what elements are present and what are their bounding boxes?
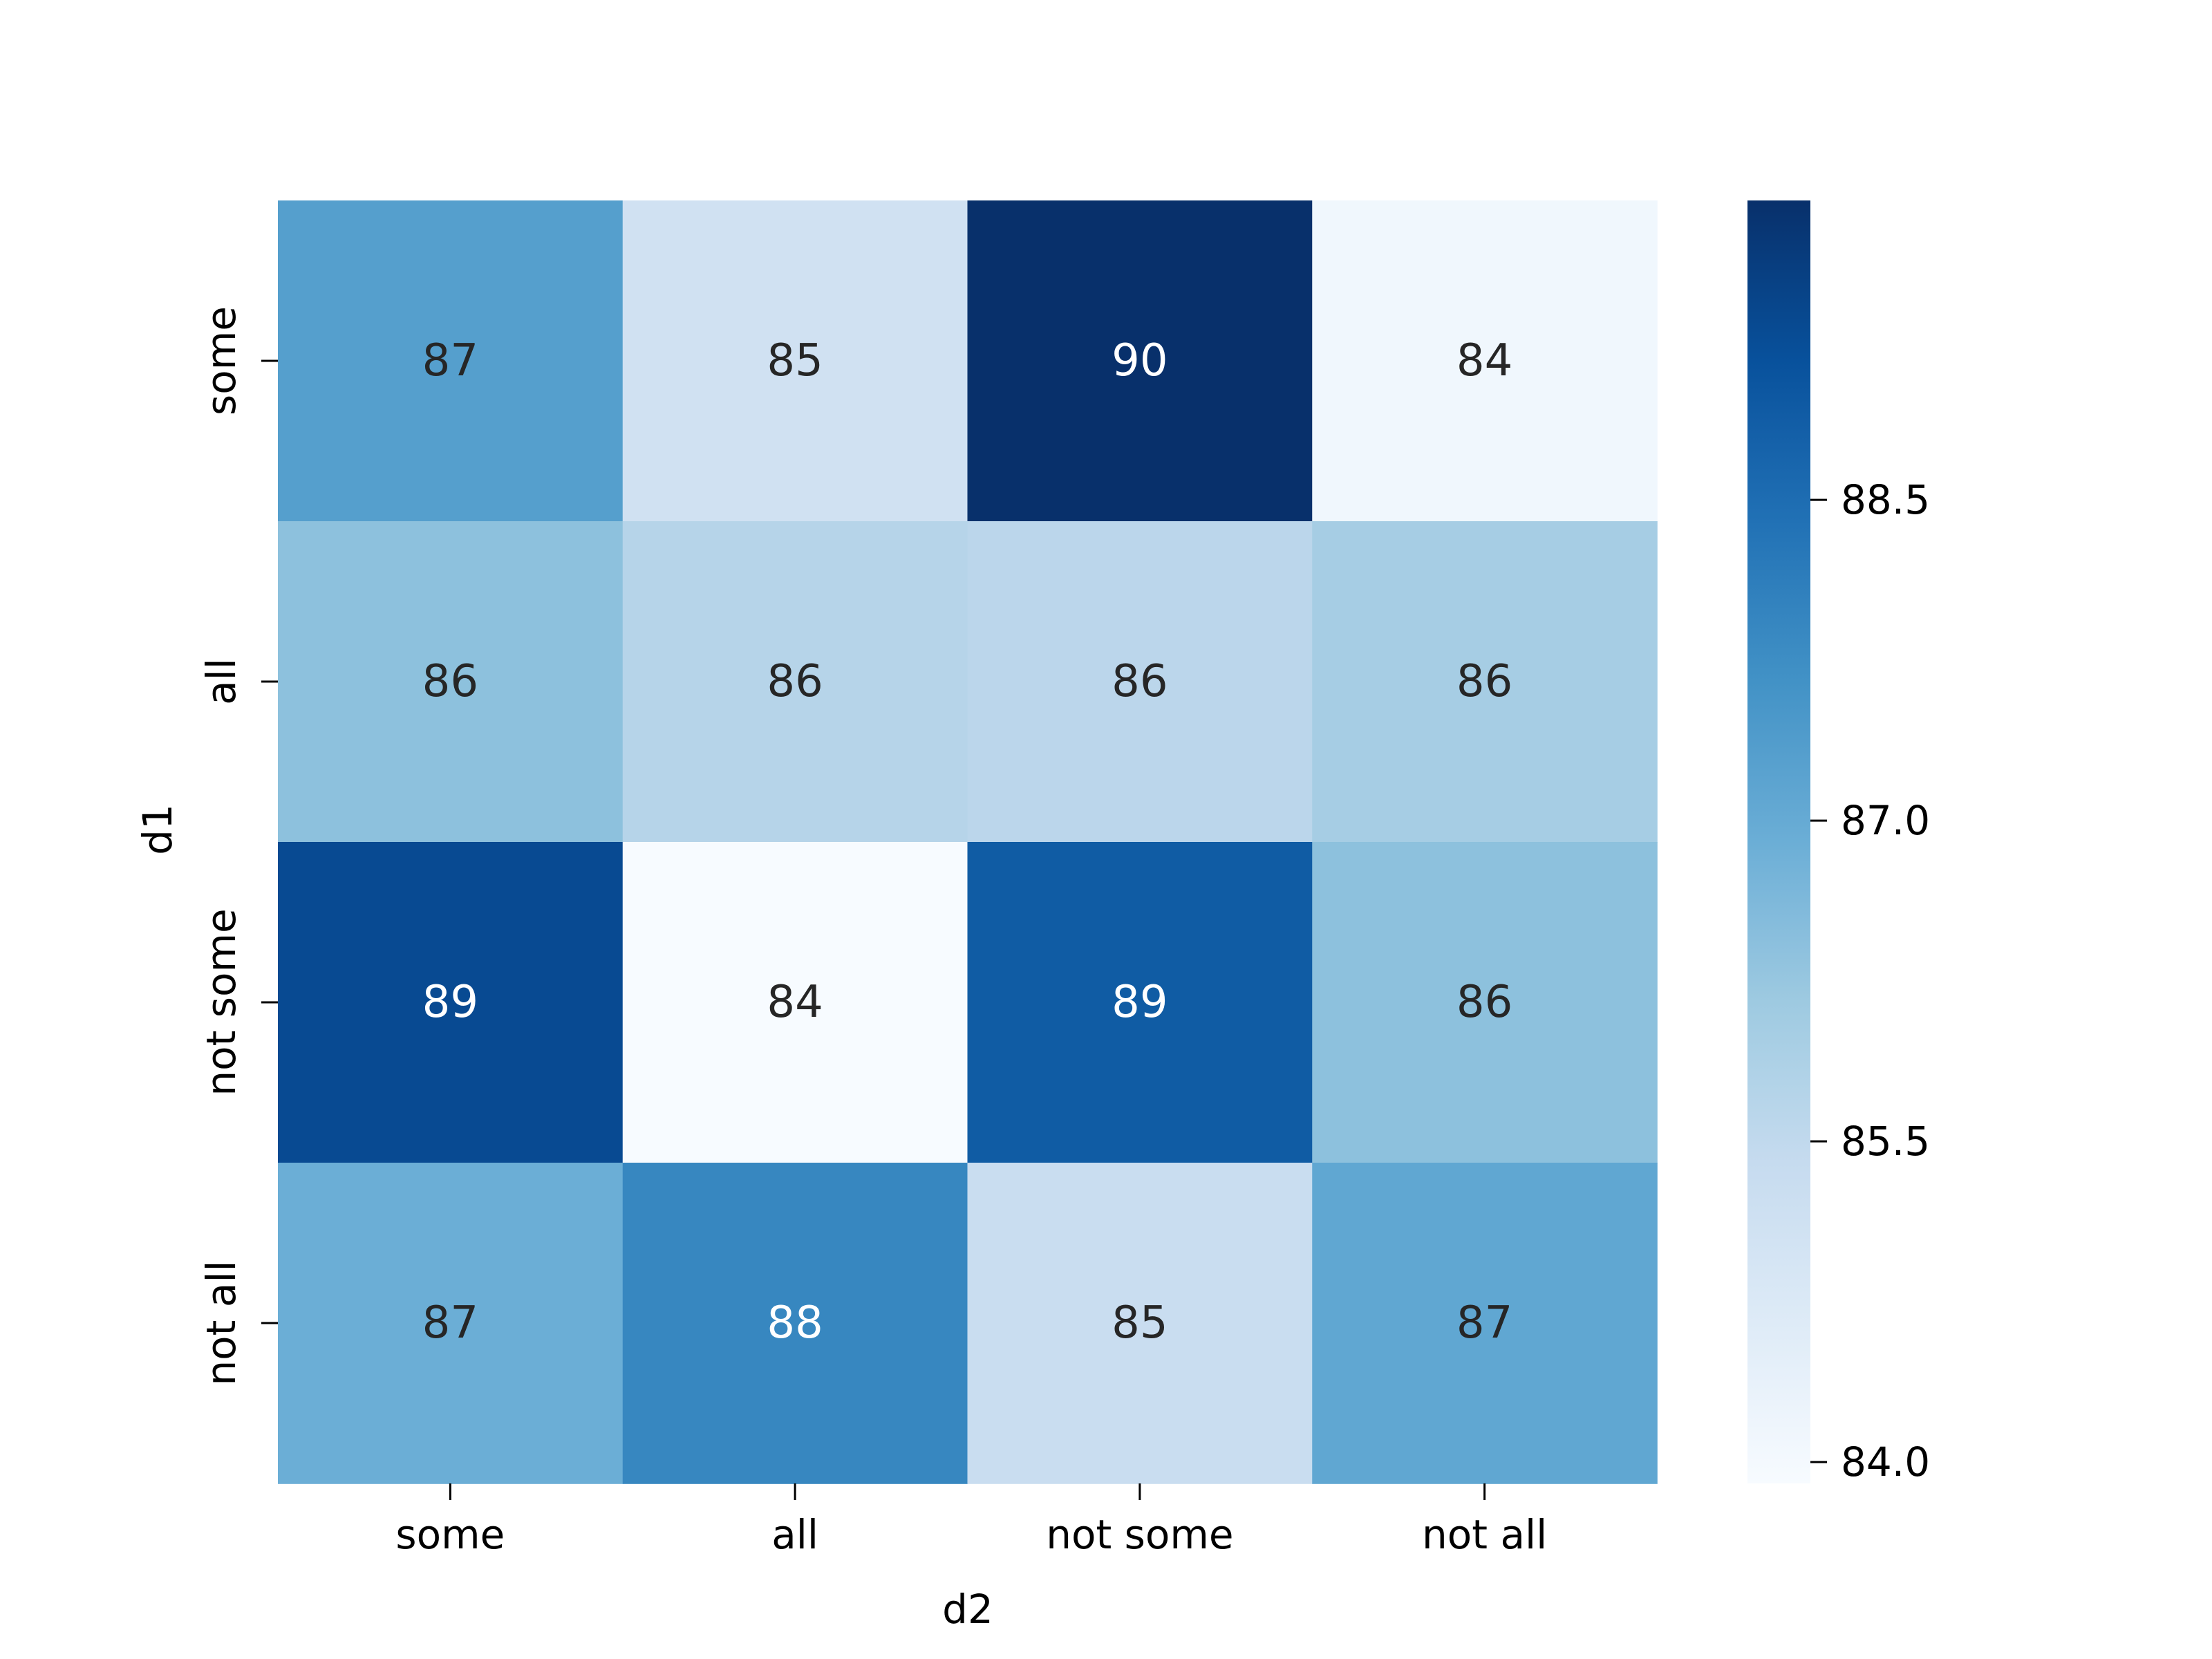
x-axis-label: d2 <box>942 1586 993 1633</box>
cell-value-label: 86 <box>422 656 478 707</box>
heatmap-cell <box>278 521 624 843</box>
heatmap-cell <box>967 1163 1313 1484</box>
x-tick-label: not some <box>1046 1511 1233 1558</box>
heatmap-cell <box>622 1163 968 1484</box>
cell-annotations: 87 85 90 84 86 86 86 86 89 84 89 86 87 88 85 87 <box>422 335 1513 1349</box>
colorbar-tick-label: 85.5 <box>1841 1118 1930 1165</box>
heatmap-cell <box>278 1163 624 1484</box>
heatmap-cell <box>278 200 624 522</box>
cell-value-label: 86 <box>767 656 823 707</box>
heatmap-cell <box>1312 842 1658 1163</box>
cell-value-label: 89 <box>1112 977 1168 1028</box>
x-tick-label: not all <box>1422 1511 1547 1558</box>
colorbar-tick-label: 88.5 <box>1841 476 1930 523</box>
y-tick-label: some <box>198 306 245 415</box>
cell-value-label: 85 <box>1112 1297 1168 1349</box>
colorbar-tick-label: 87.0 <box>1841 797 1930 844</box>
y-tick-label: not some <box>198 908 245 1096</box>
cell-value-label: 86 <box>1456 977 1512 1028</box>
x-tick-label: some <box>395 1511 505 1558</box>
cell-value-label: 87 <box>422 335 478 386</box>
cell-value-label: 87 <box>1456 1297 1512 1349</box>
heatmap-cell <box>967 200 1313 522</box>
colorbar-tick-label: 84.0 <box>1841 1438 1930 1485</box>
colorbar <box>1747 200 1810 1483</box>
heatmap-cell <box>967 842 1313 1163</box>
cell-value-label: 84 <box>767 977 823 1028</box>
colorbar-ticks: 84.0 85.5 87.0 88.5 <box>1810 476 1930 1485</box>
cell-value-label: 84 <box>1456 335 1512 386</box>
heatmap-cell <box>1312 1163 1658 1484</box>
heatmap-cell <box>622 842 968 1163</box>
heatmap-cell <box>622 521 968 843</box>
cell-value-label: 87 <box>422 1297 478 1349</box>
y-tick-label: all <box>198 658 245 705</box>
cell-value-label: 86 <box>1112 656 1168 707</box>
cell-value-label: 90 <box>1112 335 1168 386</box>
heatmap-cells <box>278 200 1658 1484</box>
cell-value-label: 89 <box>422 977 478 1028</box>
heatmap-cell <box>1312 521 1658 843</box>
cell-value-label: 86 <box>1456 656 1512 707</box>
y-axis-ticks: some all not some not all <box>198 306 278 1386</box>
heatmap-cell <box>622 200 968 522</box>
y-tick-label: not all <box>198 1260 245 1385</box>
x-tick-label: all <box>771 1511 818 1558</box>
heatmap-cell <box>967 521 1313 843</box>
cell-value-label: 88 <box>767 1297 823 1349</box>
y-axis-label: d1 <box>134 804 181 855</box>
cell-value-label: 85 <box>767 335 823 386</box>
heatmap-cell <box>1312 200 1658 522</box>
heatmap-cell <box>278 842 624 1163</box>
x-axis-ticks: some all not some not all <box>395 1483 1547 1558</box>
